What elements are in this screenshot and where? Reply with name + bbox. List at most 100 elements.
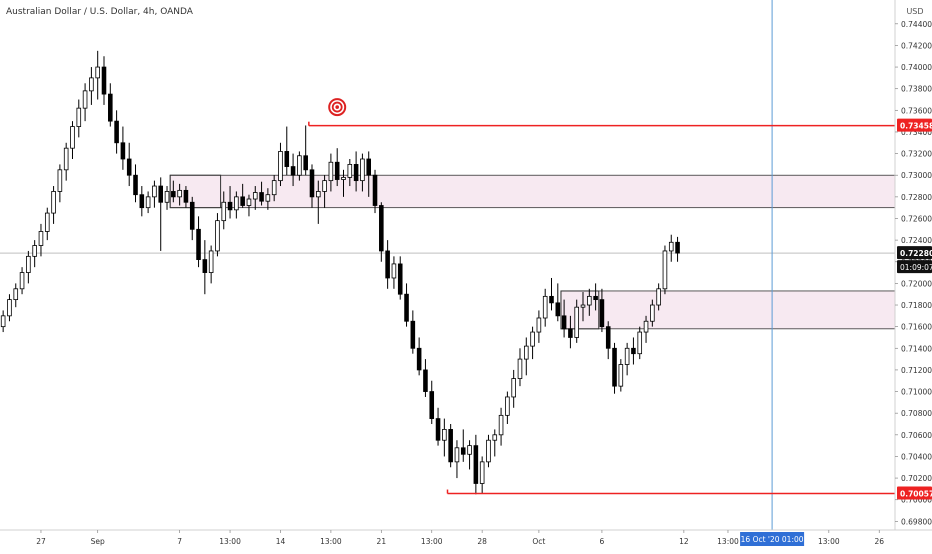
- candle: [38, 223, 44, 257]
- candle-body-up: [38, 231, 44, 246]
- candle-body-up: [467, 445, 472, 455]
- candle: [44, 207, 50, 241]
- candle: [202, 240, 208, 295]
- candle-body-up: [297, 155, 302, 176]
- candle-body-down: [240, 196, 245, 206]
- candle: [580, 292, 586, 322]
- candle: [410, 310, 416, 354]
- chart-title: Australian Dollar / U.S. Dollar, 4h, OAN…: [6, 7, 194, 17]
- candle-body-down: [196, 228, 201, 260]
- candle: [284, 126, 290, 176]
- resistance-level-label: 0.73458: [900, 122, 932, 131]
- target-marker-inner-ring: [331, 101, 343, 113]
- candle-body-up: [95, 66, 100, 79]
- candle-body-down: [284, 151, 290, 167]
- candle-body-down: [183, 189, 189, 203]
- candle-body-down: [108, 93, 113, 122]
- price-tick-label: 0.72400: [901, 236, 932, 245]
- candle-body-down: [309, 169, 315, 198]
- time-tick-label: Sep: [91, 537, 105, 546]
- candle-body-up: [498, 414, 504, 436]
- candle: [549, 277, 554, 311]
- candle: [32, 240, 37, 268]
- candle-body-up: [517, 358, 523, 379]
- candle-body-up: [152, 185, 157, 198]
- candle-body-down: [259, 192, 264, 202]
- candle-body-up: [662, 250, 668, 290]
- candle-body-up: [624, 347, 630, 365]
- price-tick-label: 0.73400: [901, 128, 932, 137]
- time-tick-label: 27: [36, 537, 46, 546]
- candle-body-down: [114, 120, 119, 144]
- resistance-level-label-bg: [897, 118, 932, 132]
- candle-body-up: [479, 461, 485, 484]
- candle-body-down: [549, 295, 554, 304]
- candle: [460, 429, 466, 462]
- support-level-label: 0.70057: [900, 490, 932, 499]
- lower-zone[interactable]: [560, 290, 896, 330]
- candle-body-down: [473, 445, 479, 484]
- candle: [101, 56, 107, 105]
- candle-body-up: [265, 194, 271, 202]
- time-tick-label: Oct: [532, 537, 545, 546]
- last-price-label-bg: [897, 246, 932, 260]
- candle: [334, 148, 340, 187]
- price-tick-label: 0.71200: [901, 366, 932, 375]
- upper-zone[interactable]: [169, 174, 896, 209]
- candle: [662, 245, 668, 295]
- candle: [397, 256, 403, 300]
- candle-body-down: [227, 201, 233, 211]
- time-tick-label: 13:00: [219, 537, 241, 546]
- candle-body-up: [82, 90, 88, 109]
- candle-body-down: [605, 326, 611, 349]
- time-tick-label: 26: [874, 537, 884, 546]
- candle: [227, 186, 233, 219]
- candle: [70, 121, 75, 159]
- candle: [208, 245, 214, 284]
- candle-body-up: [208, 250, 214, 273]
- candle-body-up: [316, 191, 321, 198]
- upper-zone-small-box[interactable]: [169, 174, 222, 209]
- candle-body-up: [44, 212, 50, 232]
- target-marker-dot: [335, 105, 340, 109]
- candle-body-up: [145, 196, 151, 209]
- candle-body-down: [139, 194, 145, 209]
- candle-body-up: [246, 198, 252, 206]
- candle: [473, 434, 479, 495]
- candle: [385, 240, 390, 289]
- candle: [51, 186, 56, 224]
- candle: [171, 180, 176, 203]
- candle: [126, 142, 132, 187]
- candle: [95, 50, 100, 100]
- candle-body-down: [158, 185, 164, 203]
- candle: [599, 288, 605, 333]
- candle: [89, 67, 94, 105]
- candle: [7, 294, 12, 322]
- candle: [0, 310, 6, 333]
- candle-body-up: [668, 241, 674, 252]
- target-marker-layer: [328, 98, 347, 117]
- candle: [555, 283, 561, 322]
- candle: [360, 153, 365, 192]
- candle: [114, 110, 119, 154]
- candle: [605, 321, 611, 360]
- candle: [675, 236, 680, 262]
- candle: [656, 283, 661, 311]
- candle: [215, 213, 220, 257]
- time-axis[interactable]: 27 Sep 7 13:00 14 13:00 21 13:00 28 Oct 6 12 13:00 16…: [36, 530, 884, 546]
- price-axis[interactable]: 0.69800 0.70000 0.70200 0.70400 0.70600 0.708…: [895, 20, 932, 527]
- price-tick-label: 0.72600: [901, 214, 932, 223]
- candle-body-up: [322, 180, 327, 192]
- candle: [252, 186, 258, 210]
- candle: [435, 407, 441, 446]
- time-tick-label: 28: [477, 537, 487, 546]
- candle-body-up: [164, 191, 170, 203]
- candle-body-up: [278, 151, 283, 182]
- candle-body-up: [656, 288, 661, 306]
- lower-zone-small-box[interactable]: [560, 290, 600, 330]
- price-tick-label: 0.73600: [901, 106, 932, 115]
- candle: [152, 180, 157, 208]
- candle-body-up: [63, 147, 69, 171]
